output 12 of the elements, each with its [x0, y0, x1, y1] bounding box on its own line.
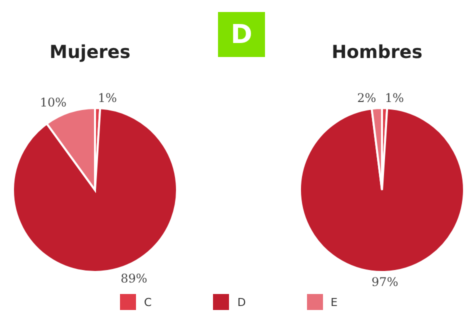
chart-title: Hombres: [330, 42, 424, 63]
chart-title: Mujeres: [48, 42, 132, 63]
data-label: 1%: [98, 91, 117, 106]
text: D: [218, 12, 265, 57]
legend-label: C: [144, 296, 152, 308]
data-label: 89%: [120, 271, 148, 286]
legend-label: E: [330, 296, 338, 308]
data-label: 97%: [372, 274, 398, 289]
data-label: 2%: [357, 91, 376, 106]
data-label: 1%: [384, 91, 404, 106]
legend-label: D: [237, 296, 246, 308]
data-label: 10%: [40, 96, 67, 110]
